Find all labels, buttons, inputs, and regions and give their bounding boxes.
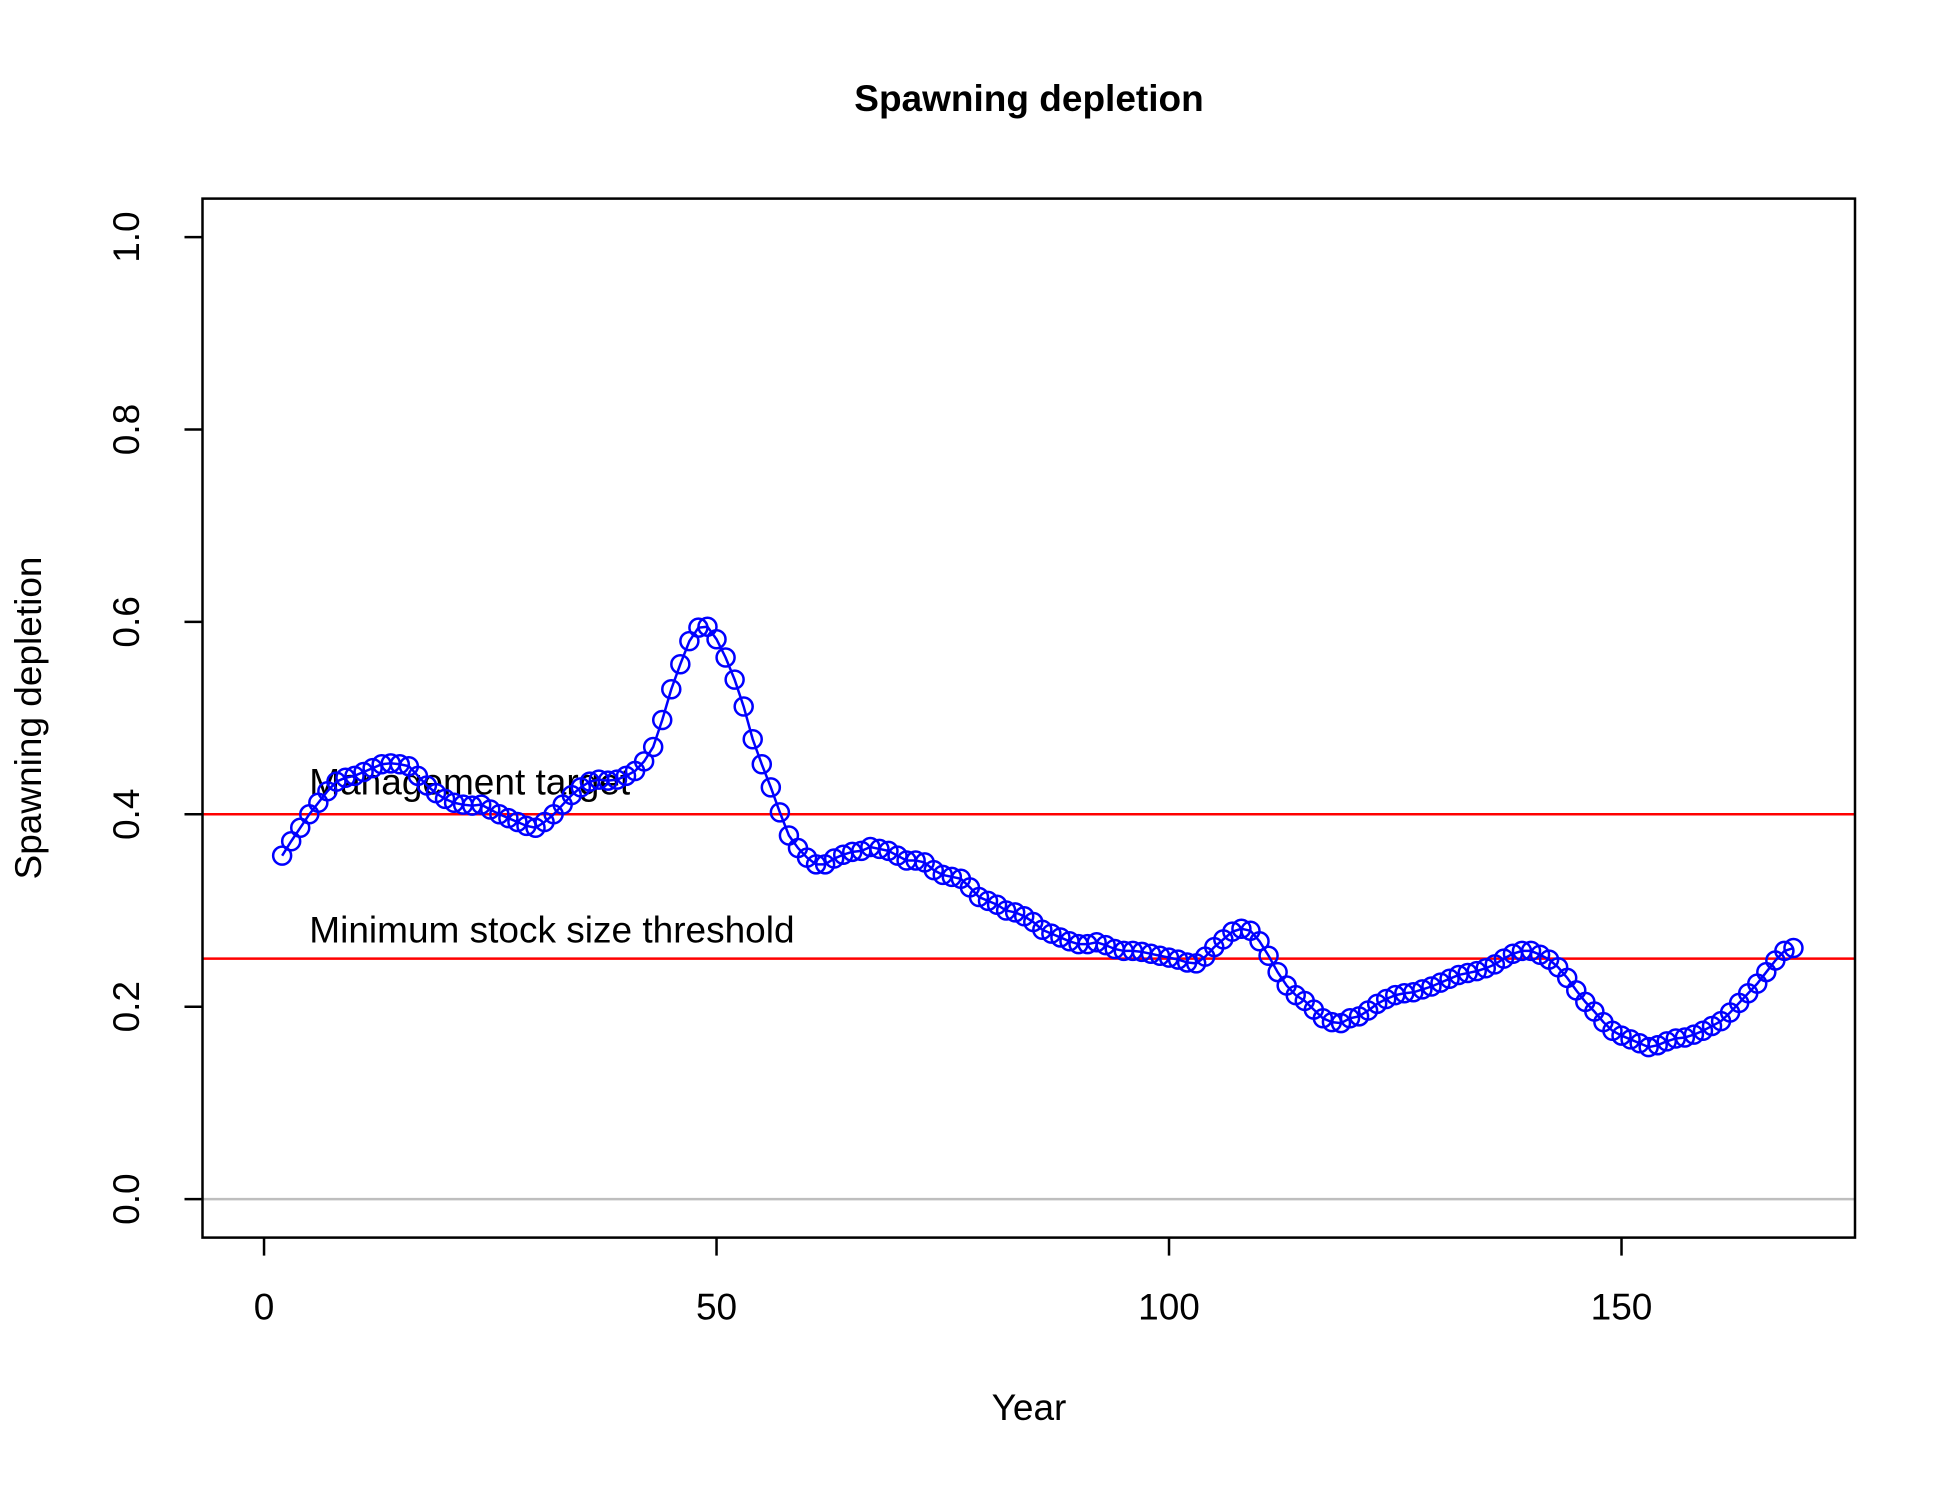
data-point: [1375, 988, 1397, 1010]
data-point: [642, 736, 664, 758]
y-tick-label: 0.8: [106, 404, 147, 455]
data-point: [633, 751, 655, 772]
data-point: [1231, 918, 1252, 940]
data-point: [1674, 1027, 1696, 1048]
data-point: [344, 765, 365, 787]
data-point: [769, 802, 791, 823]
data-point: [905, 850, 926, 871]
data-point: [1249, 931, 1270, 952]
data-point: [670, 653, 691, 675]
data-point: [1520, 940, 1542, 962]
chart-title: Spawning depletion: [854, 78, 1203, 119]
data-point: [823, 848, 845, 869]
data-point: [1041, 923, 1062, 944]
data-point: [326, 771, 347, 792]
data-point: [1158, 947, 1180, 968]
data-point: [651, 709, 673, 731]
y-tick-label: 0.0: [106, 1173, 147, 1224]
data-point: [977, 890, 999, 912]
data-point: [335, 767, 356, 788]
data-point: [706, 628, 727, 650]
data-point: [688, 617, 709, 638]
annotation: Minimum stock size threshold: [309, 909, 794, 950]
data-point: [1050, 927, 1071, 948]
data-point: [842, 841, 863, 863]
data-point: [1004, 902, 1026, 923]
plot-frame: [201, 197, 1857, 1239]
data-point: [271, 845, 293, 866]
data-point: [362, 757, 383, 779]
data-point: [1086, 932, 1107, 953]
data-point: [1683, 1024, 1705, 1045]
x-tick-label: 100: [1138, 1286, 1200, 1327]
data-point: [805, 854, 827, 875]
data-point: [1475, 957, 1497, 979]
data-point: [751, 754, 773, 775]
data-point: [1611, 1025, 1632, 1046]
data-point: [606, 769, 628, 790]
data-point: [733, 696, 754, 717]
data-point: [1258, 945, 1279, 966]
data-point: [1638, 1036, 1659, 1058]
data-point: [597, 770, 619, 791]
data-point: [1774, 940, 1795, 962]
data-point: [661, 678, 682, 700]
data-point: [1439, 968, 1460, 990]
x-tick-label: 150: [1591, 1286, 1653, 1327]
data-point: [724, 669, 745, 690]
data-point: [760, 777, 782, 798]
data-point: [498, 807, 519, 829]
data-point: [489, 804, 510, 825]
data-point: [1466, 960, 1487, 982]
data-point: [507, 811, 528, 833]
data-point: [1403, 982, 1424, 1003]
data-point: [1412, 979, 1433, 1000]
y-tick-label: 1.0: [106, 211, 147, 262]
data-point: [715, 647, 736, 668]
y-tick-label: 0.6: [106, 596, 147, 647]
data-point: [1339, 1008, 1361, 1029]
data-point: [941, 866, 963, 888]
data-point: [1620, 1029, 1641, 1050]
data-point: [1176, 952, 1198, 973]
data-point: [742, 729, 763, 750]
data-point: [353, 761, 374, 783]
data-point: [968, 886, 990, 908]
data-point: [1647, 1034, 1668, 1056]
data-point: [389, 754, 411, 775]
y-tick-label: 0.2: [106, 981, 147, 1032]
data-point: [434, 788, 456, 810]
data-point: [1783, 937, 1804, 959]
data-point: [1430, 972, 1451, 993]
data-point: [1421, 976, 1442, 997]
data-point: [995, 900, 1017, 921]
x-axis-label: Year: [992, 1387, 1067, 1428]
x-tick-label: 50: [696, 1286, 737, 1327]
series-line: [281, 625, 1794, 1049]
y-tick-label: 0.4: [106, 789, 147, 840]
data-point: [1032, 919, 1053, 940]
data-point: [1312, 1008, 1334, 1029]
data-point: [1095, 934, 1116, 956]
x-tick-label: 0: [254, 1286, 275, 1327]
y-axis-label: Spawning depletion: [8, 557, 49, 880]
data-point: [869, 838, 890, 860]
data-point: [1457, 962, 1478, 984]
